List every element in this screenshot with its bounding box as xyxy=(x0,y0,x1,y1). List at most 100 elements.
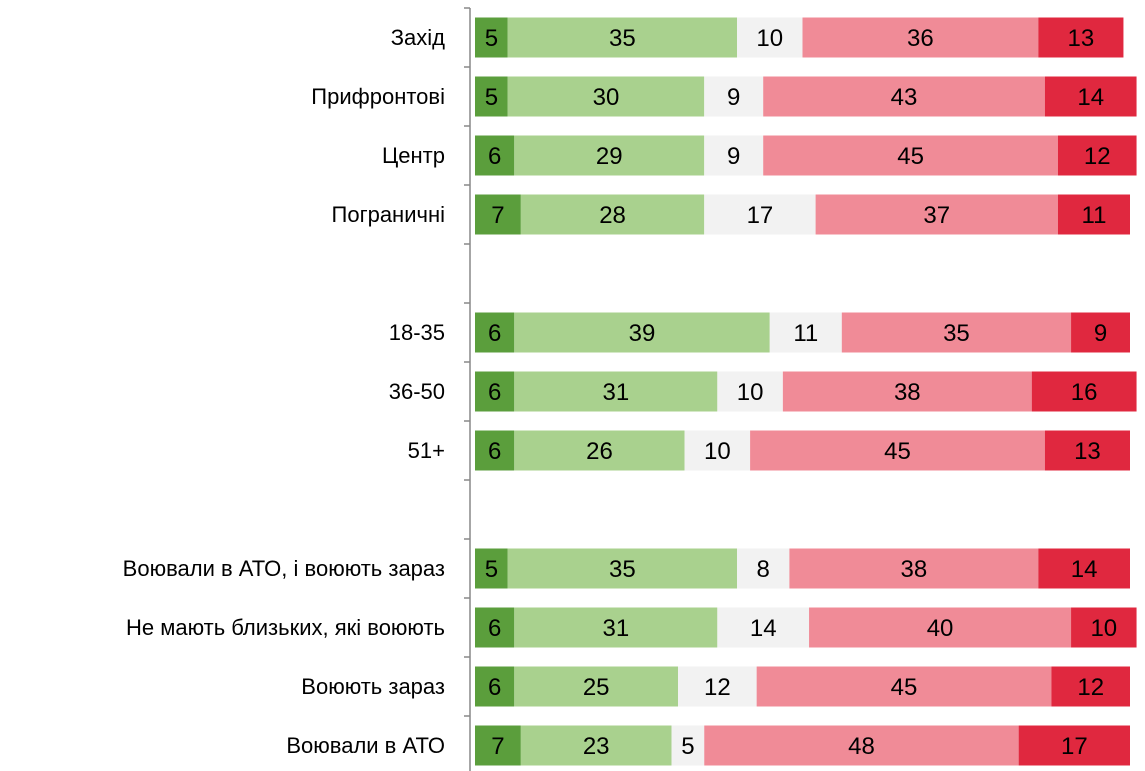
value-label: 38 xyxy=(900,556,927,583)
bar-segment xyxy=(475,194,521,235)
bar-segment xyxy=(475,312,515,353)
bar-segment xyxy=(475,607,515,648)
bar-segment xyxy=(475,548,508,589)
value-label: 23 xyxy=(583,733,610,760)
value-label: 40 xyxy=(927,615,954,642)
bar-segment xyxy=(802,17,1039,58)
value-label: 45 xyxy=(897,143,924,170)
bar-segment xyxy=(475,76,508,117)
category-label: 51+ xyxy=(408,438,445,463)
value-label: 26 xyxy=(586,438,613,465)
bar-segment xyxy=(520,194,705,235)
value-label: 35 xyxy=(609,25,636,52)
value-label: 13 xyxy=(1068,25,1095,52)
bar-segment xyxy=(717,607,810,648)
value-label: 14 xyxy=(1077,84,1104,111)
bar-segment xyxy=(841,312,1072,353)
value-label: 12 xyxy=(704,674,731,701)
bar-segment xyxy=(507,17,737,58)
value-label: 10 xyxy=(756,25,783,52)
bar-segment xyxy=(475,725,521,766)
value-label: 6 xyxy=(488,379,501,406)
value-label: 48 xyxy=(848,733,875,760)
value-label: 11 xyxy=(1082,202,1107,229)
bar-segment xyxy=(1044,430,1130,471)
value-label: 45 xyxy=(884,438,911,465)
value-label: 16 xyxy=(1071,379,1098,406)
value-label: 17 xyxy=(747,202,774,229)
value-label: 9 xyxy=(727,143,740,170)
bar-segment xyxy=(1018,725,1130,766)
value-label: 38 xyxy=(894,379,921,406)
bar-segment xyxy=(684,430,751,471)
value-label: 6 xyxy=(488,438,501,465)
bar-segment xyxy=(704,135,764,176)
value-label: 39 xyxy=(629,320,656,347)
category-label: Воюють зараз xyxy=(301,674,445,699)
category-label: Прифронтові xyxy=(311,84,445,109)
bar-segment xyxy=(1057,194,1130,235)
bar-segment xyxy=(514,430,685,471)
value-label: 35 xyxy=(609,556,636,583)
bar-segment xyxy=(1071,607,1137,648)
bar-segment xyxy=(763,76,1045,117)
bar-segment xyxy=(756,666,1052,707)
value-label: 8 xyxy=(757,556,770,583)
bar-segment xyxy=(507,548,737,589)
bar-segment xyxy=(1031,371,1137,412)
value-label: 12 xyxy=(1084,143,1111,170)
value-label: 5 xyxy=(485,556,498,583)
bar-segment xyxy=(678,666,757,707)
bar-segment xyxy=(514,371,718,412)
bar-segment xyxy=(475,371,515,412)
value-label: 9 xyxy=(1094,320,1107,347)
value-label: 10 xyxy=(737,379,764,406)
value-label: 13 xyxy=(1074,438,1101,465)
value-label: 28 xyxy=(599,202,626,229)
value-label: 31 xyxy=(602,379,629,406)
value-label: 11 xyxy=(793,320,818,347)
value-label: 10 xyxy=(1090,615,1117,642)
value-label: 25 xyxy=(583,674,610,701)
bar-segment xyxy=(475,430,515,471)
category-label: Захід xyxy=(391,25,445,50)
value-label: 7 xyxy=(491,202,504,229)
value-label: 43 xyxy=(891,84,918,111)
bar-segment xyxy=(809,607,1072,648)
value-label: 36 xyxy=(907,25,934,52)
bar-segment xyxy=(671,725,705,766)
value-label: 30 xyxy=(593,84,620,111)
value-label: 6 xyxy=(488,143,501,170)
bar-segment xyxy=(704,76,764,117)
bar-segment xyxy=(475,666,515,707)
value-label: 17 xyxy=(1061,733,1088,760)
bar-segment xyxy=(514,312,770,353)
bar-segment xyxy=(815,194,1058,235)
category-label: Воювали в АТО xyxy=(286,733,445,758)
bar-segment xyxy=(737,17,803,58)
category-label: Воювали в АТО, і воюють зараз xyxy=(123,556,445,581)
bar-segment xyxy=(717,371,783,412)
bar-segment xyxy=(737,548,790,589)
bar-segment xyxy=(704,194,816,235)
value-label: 6 xyxy=(488,615,501,642)
value-label: 5 xyxy=(681,733,694,760)
bar-segment xyxy=(1038,17,1124,58)
value-label: 7 xyxy=(491,733,504,760)
value-label: 35 xyxy=(943,320,970,347)
value-label: 45 xyxy=(891,674,918,701)
bar-segment xyxy=(704,725,1019,766)
bar-segment xyxy=(763,135,1058,176)
category-label: Пограничні xyxy=(332,202,445,227)
bar-segment xyxy=(1071,312,1130,353)
value-label: 6 xyxy=(488,674,501,701)
bar-segment xyxy=(475,135,515,176)
category-label: 36-50 xyxy=(389,379,445,404)
value-label: 14 xyxy=(1071,556,1098,583)
category-label: 18-35 xyxy=(389,320,445,345)
value-label: 14 xyxy=(750,615,777,642)
value-label: 9 xyxy=(727,84,740,111)
value-label: 29 xyxy=(596,143,623,170)
bar-segment xyxy=(789,548,1039,589)
